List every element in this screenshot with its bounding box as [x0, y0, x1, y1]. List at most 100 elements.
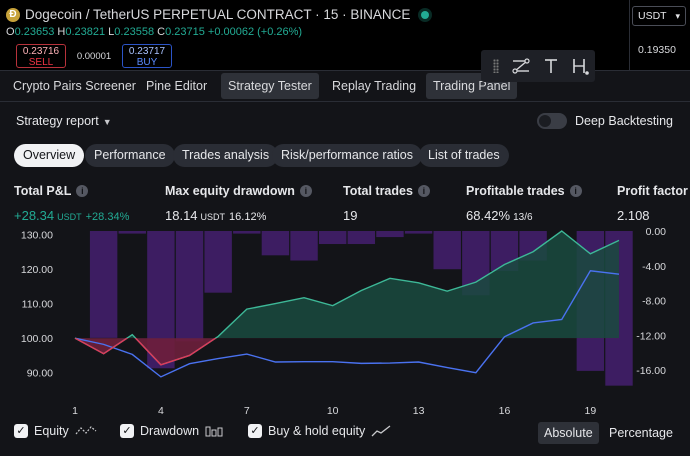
legend-buy-hold-label: Buy & hold equity [268, 424, 366, 438]
buy-label: BUY [136, 57, 158, 68]
close-value: 0.23715 [165, 26, 205, 38]
right-tick-label: -12.00 [636, 330, 666, 342]
drawdown-bar [347, 231, 376, 245]
subtab-overview[interactable]: Overview [14, 144, 85, 167]
right-tick-label: 0.00 [646, 226, 667, 238]
currency-label: USDT [638, 10, 667, 22]
drawdown-bar [233, 231, 261, 234]
right-tick-label: -4.00 [642, 261, 666, 273]
quick-trade: 0.23716 SELL 0.00001 0.23717 BUY [16, 44, 172, 68]
deep-backtesting-toggle[interactable] [537, 113, 567, 129]
metric-value: 19 [343, 208, 358, 223]
info-icon[interactable]: i [569, 185, 582, 197]
left-axis: 130.00 120.00 110.00 100.00 90.00 [21, 229, 53, 379]
metric-value: +28.34 [14, 208, 55, 223]
equity-chart[interactable]: 130.00 120.00 110.00 100.00 90.00 0.00 -4.00 -… [0, 226, 690, 420]
sell-button[interactable]: 0.23716 SELL [16, 44, 66, 68]
x-tick-label: 1 [72, 405, 78, 417]
legend-buy-hold[interactable]: ✓ Buy & hold equity [248, 424, 391, 438]
metric-value-row: 2.108 [617, 208, 690, 223]
metric-label: Total trades [343, 184, 413, 198]
metric-value: 2.108 [617, 208, 650, 223]
equity-checkbox[interactable]: ✓ [14, 424, 28, 438]
right-tick-label: -8.00 [642, 296, 666, 308]
high-label: H [57, 26, 66, 38]
metric-total-trades: Total trades i 19 [343, 182, 430, 223]
metric-profit-factor: Profit factor 2.108 [617, 182, 690, 223]
left-tick-label: 130.00 [21, 229, 53, 241]
tab-replay-trading[interactable]: Replay Trading [332, 79, 417, 93]
chevron-down-icon: ▼ [102, 117, 112, 127]
tab-crypto-pairs-screener[interactable]: Crypto Pairs Screener [13, 79, 136, 93]
right-tick-label: -16.00 [636, 365, 666, 377]
tab-pine-editor[interactable]: Pine Editor [146, 79, 208, 93]
info-icon[interactable]: i [417, 185, 430, 197]
drawdown-bar [118, 231, 146, 234]
open-label: O [6, 26, 15, 38]
info-icon[interactable]: i [299, 185, 312, 197]
x-tick-label: 19 [585, 405, 597, 417]
symbol-title[interactable]: Dogecoin / TetherUS PERPETUAL CONTRACT ·… [25, 7, 411, 22]
metric-value-row: 18.14 USDT 16.12% [165, 208, 312, 223]
chart-header: Ð Dogecoin / TetherUS PERPETUAL CONTRACT… [0, 0, 690, 70]
metric-unit: USDT [57, 212, 82, 222]
absolute-button[interactable]: Absolute [538, 422, 599, 444]
subtab-trades-analysis[interactable]: Trades analysis [173, 144, 279, 167]
legend-drawdown-label: Drawdown [140, 424, 200, 438]
strategy-report-dropdown[interactable]: Strategy report ▼ [16, 114, 112, 128]
axis-price-label: 0.19350 [638, 44, 676, 56]
buy-hold-line-icon [371, 425, 391, 437]
metric-value-row: +28.34 USDT +28.34% [14, 208, 129, 223]
drawing-toolbar [481, 50, 595, 82]
metric-value-row: 68.42% 13/6 [466, 208, 582, 223]
metric-label: Profitable trades [466, 184, 565, 198]
low-label: L [108, 26, 115, 38]
dogecoin-icon: Ð [6, 7, 20, 22]
drawdown-bar [204, 231, 232, 293]
metric-label: Max equity drawdown [165, 184, 295, 198]
ohlc-values: O0.23653 H0.23821 L0.23558 C0.23715 +0.0… [6, 26, 302, 38]
tab-trading-panel[interactable]: Trading Panel [426, 73, 518, 99]
percentage-button[interactable]: Percentage [609, 426, 673, 440]
metric-max-equity-drawdown: Max equity drawdown i 18.14 USDT 16.12% [165, 182, 312, 223]
toggle-knob [539, 115, 551, 127]
drag-handle-icon[interactable] [493, 59, 499, 73]
legend-equity[interactable]: ✓ Equity [14, 424, 97, 438]
drawdown-bars-icon [205, 426, 223, 437]
buy-hold-checkbox[interactable]: ✓ [248, 424, 262, 438]
market-open-indicator [421, 10, 430, 19]
metric-value: 68.42% [466, 208, 511, 223]
info-icon[interactable]: i [76, 185, 89, 197]
x-tick-label: 10 [327, 405, 339, 417]
currency-selector[interactable]: USDT ▾ [632, 6, 686, 26]
deep-backtesting: Deep Backtesting [537, 113, 673, 129]
close-label: C [157, 26, 166, 38]
subtab-list-of-trades[interactable]: List of trades [419, 144, 509, 167]
low-value: 0.23558 [114, 26, 155, 38]
metric-label: Total P&L [14, 184, 72, 198]
left-tick-label: 120.00 [21, 264, 53, 276]
metric-total-pnl: Total P&L i +28.34 USDT +28.34% [14, 182, 129, 223]
high-value: 0.23821 [65, 26, 106, 38]
equity-line-icon [75, 426, 97, 435]
strategy-report-label: Strategy report [16, 114, 99, 128]
tab-strategy-tester[interactable]: Strategy Tester [221, 73, 319, 99]
buy-button[interactable]: 0.23717 BUY [122, 44, 172, 68]
spread-value: 0.00001 [76, 51, 112, 62]
series-lines [74, 230, 620, 378]
equity-line-negative [74, 338, 217, 366]
left-tick-label: 100.00 [21, 333, 53, 345]
subtab-risk-performance-ratios[interactable]: Risk/performance ratios [272, 144, 422, 167]
drawdown-bar [175, 231, 204, 342]
text-tool-icon[interactable] [543, 57, 559, 75]
drawdown-checkbox[interactable]: ✓ [120, 424, 134, 438]
drawdown-bar [290, 231, 318, 261]
legend-drawdown[interactable]: ✓ Drawdown [120, 424, 223, 438]
subtab-performance[interactable]: Performance [85, 144, 175, 167]
metric-sub: +28.34% [85, 211, 130, 223]
drawdown-bar [376, 231, 404, 238]
measure-tool-icon[interactable] [571, 57, 591, 75]
price-axis[interactable] [629, 0, 690, 70]
metric-unit: USDT [200, 212, 226, 222]
trend-line-tool-icon[interactable] [511, 57, 531, 75]
